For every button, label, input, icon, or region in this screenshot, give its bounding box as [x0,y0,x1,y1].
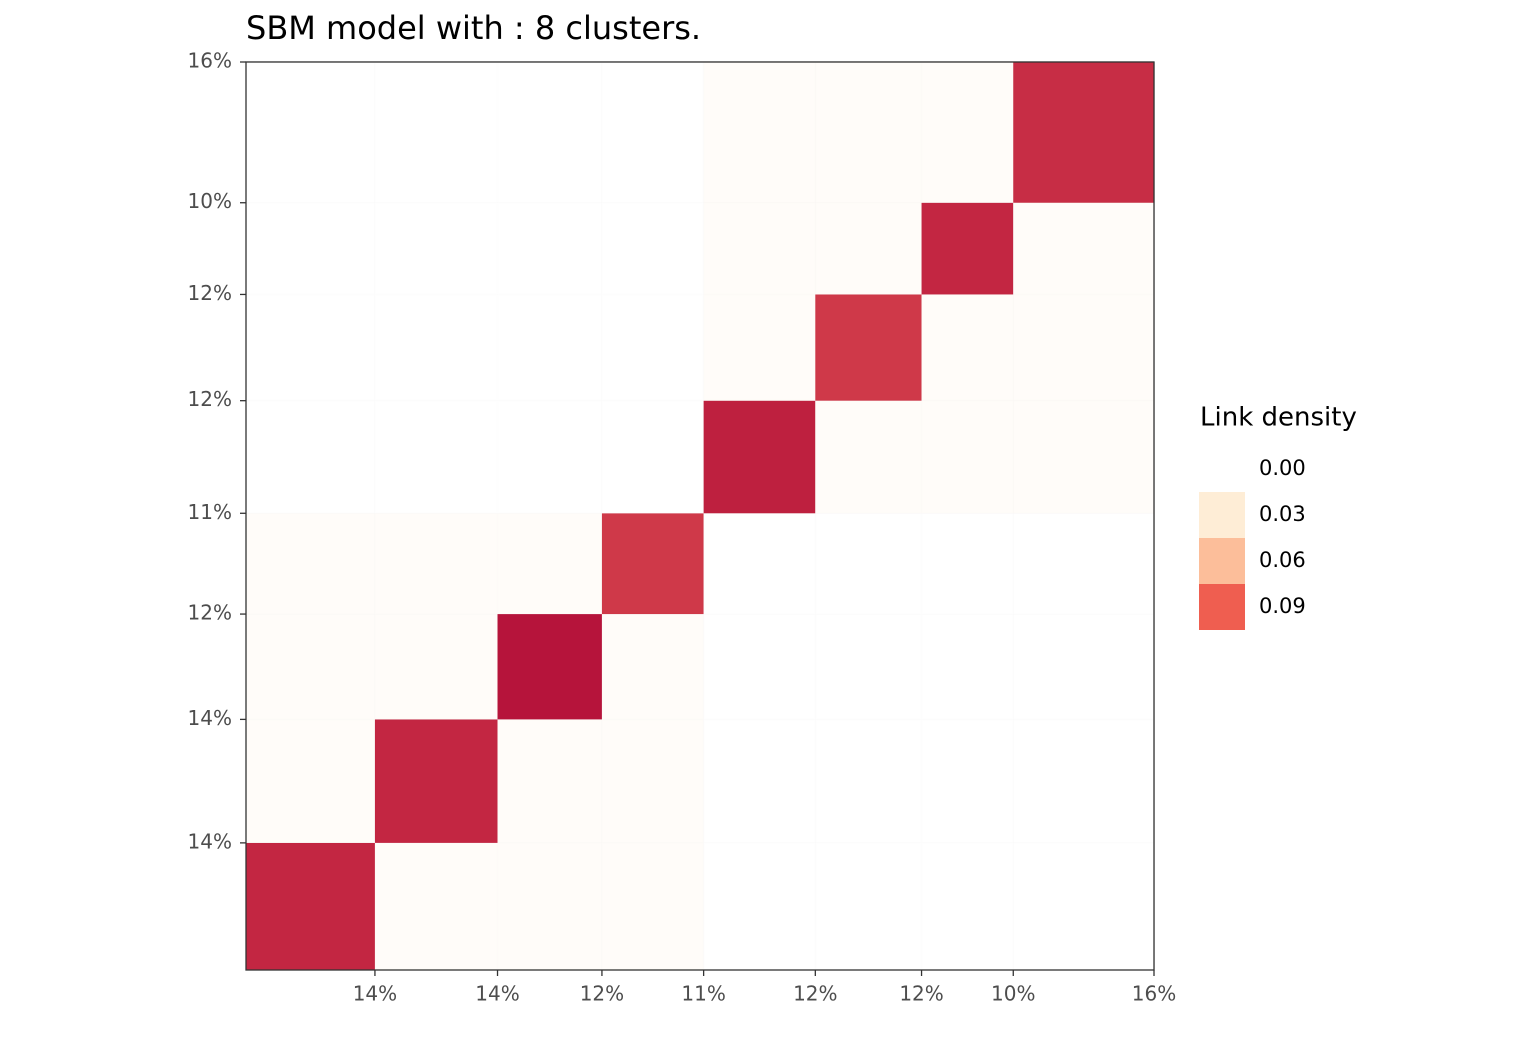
cell [815,294,922,401]
cell [246,842,375,970]
cell [246,294,375,401]
y-tick-label: 11% [188,500,232,524]
x-tick-label: 14% [353,982,397,1006]
cell [497,400,602,514]
x-tick-label: 11% [681,982,725,1006]
y-tick-label: 12% [188,387,232,411]
cell [374,202,498,295]
cell [497,294,602,401]
legend-title: Link density [1200,403,1357,433]
cell [374,294,498,401]
cell [601,62,704,203]
y-tick-label: 12% [188,601,232,625]
cell [921,719,1014,843]
cell [246,400,375,514]
cell [921,202,1014,295]
cell [703,294,816,401]
cell [1013,202,1154,295]
cell [921,842,1014,970]
cell [1013,719,1154,843]
cell [246,614,375,720]
legend-key [1199,538,1245,584]
y-tick-label: 16% [188,49,232,73]
cell [815,202,922,295]
cell [374,513,498,615]
legend-key [1199,446,1245,492]
cell [374,614,498,720]
legend-key [1199,584,1245,630]
cell [1013,62,1154,203]
cell [1013,294,1154,401]
cell [374,719,498,843]
cell [246,719,375,843]
cell [703,513,816,615]
legend-label: 0.03 [1259,502,1306,526]
cell [703,614,816,720]
cell [246,513,375,615]
cell [497,614,602,720]
x-tick-label: 16% [1132,982,1176,1006]
y-tick-label: 10% [188,189,232,213]
x-tick-label: 12% [793,982,837,1006]
legend-label: 0.00 [1259,456,1306,480]
cell [1013,513,1154,615]
cell [703,62,816,203]
cell [497,202,602,295]
x-tick-label: 12% [899,982,943,1006]
cell [601,842,704,970]
cell [921,614,1014,720]
cell [497,842,602,970]
cell [374,842,498,970]
cell [815,513,922,615]
cell [1013,614,1154,720]
x-tick-label: 12% [580,982,624,1006]
cell [601,614,704,720]
cell [601,294,704,401]
cell [815,400,922,514]
cell [921,513,1014,615]
legend-key [1199,492,1245,538]
legend-label: 0.06 [1259,548,1306,572]
legend-label: 0.09 [1259,594,1306,618]
cell [374,400,498,514]
y-tick-label: 14% [188,829,232,853]
y-tick-label: 12% [188,281,232,305]
cell [703,400,816,514]
x-tick-label: 14% [475,982,519,1006]
chart-title: SBM model with : 8 clusters. [246,9,701,47]
cell [815,614,922,720]
cell [703,842,816,970]
cell [703,719,816,843]
cell [246,62,375,203]
cell [815,62,922,203]
cell [921,400,1014,514]
cell [703,202,816,295]
cell [601,513,704,615]
cell [921,294,1014,401]
cell [921,62,1014,203]
cell [246,202,375,295]
cell [497,513,602,615]
cell [601,719,704,843]
cell [601,202,704,295]
cell [497,719,602,843]
cell [497,62,602,203]
cell [815,719,922,843]
cell [601,400,704,514]
x-tick-label: 10% [991,982,1035,1006]
cell [1013,842,1154,970]
panel-border [245,61,1155,971]
cell [1013,400,1154,514]
y-tick-label: 14% [188,706,232,730]
cell [815,842,922,970]
cell [374,62,498,203]
